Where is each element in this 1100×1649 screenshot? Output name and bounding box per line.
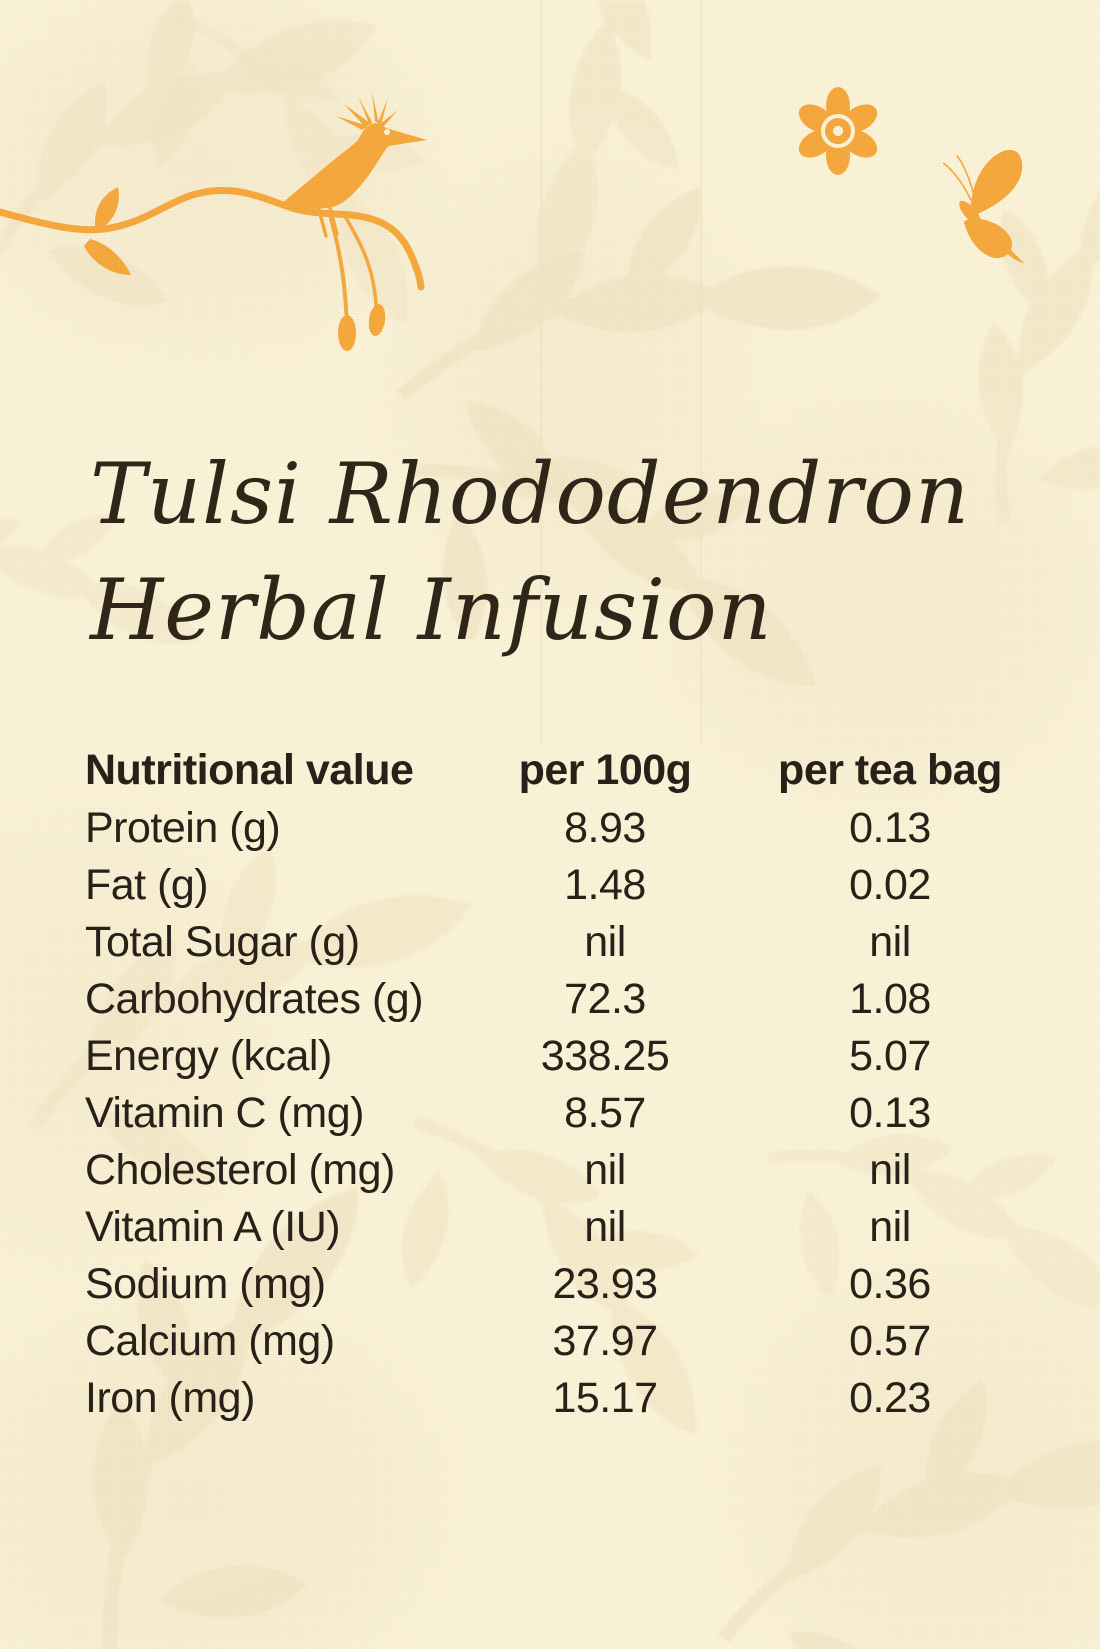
table-row: Iron (mg) 15.17 0.23 (85, 1370, 1065, 1427)
row-value-per-tea-bag: nil (869, 1146, 911, 1194)
column-header-per-100g: per 100g (518, 745, 692, 794)
table-row: Carbohydrates (g) 72.3 1.08 (85, 971, 1065, 1028)
row-label: Iron (mg) (85, 1374, 255, 1422)
row-value-per-100g: 37.97 (552, 1317, 658, 1365)
row-label: Energy (kcal) (85, 1032, 332, 1080)
row-value-per-tea-bag: 0.57 (849, 1317, 931, 1365)
table-row: Calcium (mg) 37.97 0.57 (85, 1313, 1065, 1370)
table-row: Energy (kcal) 338.25 5.07 (85, 1028, 1065, 1085)
row-value-per-tea-bag: 0.13 (849, 804, 931, 852)
row-value-per-tea-bag: nil (869, 918, 911, 966)
row-value-per-tea-bag: 0.02 (849, 861, 931, 909)
pattern-seam-line (540, 0, 542, 745)
row-value-per-100g: 8.93 (564, 804, 646, 852)
row-value-per-tea-bag: 1.08 (849, 975, 931, 1023)
row-value-per-100g: nil (584, 1203, 626, 1251)
row-value-per-tea-bag: nil (869, 1203, 911, 1251)
butterfly-icon (915, 150, 1040, 275)
row-value-per-100g: 15.17 (552, 1374, 658, 1422)
row-value-per-100g: 23.93 (552, 1260, 658, 1308)
row-label: Total Sugar (g) (85, 918, 360, 966)
hoopoe-bird-icon (0, 60, 440, 380)
row-label: Vitamin A (IU) (85, 1203, 341, 1251)
table-row: Fat (g) 1.48 0.02 (85, 857, 1065, 914)
row-value-per-100g: 8.57 (564, 1089, 646, 1137)
row-label: Vitamin C (mg) (85, 1089, 364, 1137)
row-label: Protein (g) (85, 804, 281, 852)
table-row: Vitamin C (mg) 8.57 0.13 (85, 1085, 1065, 1142)
row-label: Cholesterol (mg) (85, 1146, 395, 1194)
row-label: Carbohydrates (g) (85, 975, 424, 1023)
row-label: Calcium (mg) (85, 1317, 335, 1365)
row-value-per-100g: 1.48 (564, 861, 646, 909)
product-title-line2: Herbal Infusion (90, 561, 773, 659)
row-value-per-tea-bag: 0.23 (849, 1374, 931, 1422)
row-value-per-tea-bag: 5.07 (849, 1032, 931, 1080)
pattern-seam-line (700, 0, 702, 745)
product-title-line1: Tulsi Rhododendron (90, 445, 971, 543)
row-label: Sodium (mg) (85, 1260, 326, 1308)
column-header-nutritional-value: Nutritional value (85, 745, 414, 794)
row-value-per-100g: 72.3 (564, 975, 646, 1023)
table-row: Vitamin A (IU) nil nil (85, 1199, 1065, 1256)
table-row: Cholesterol (mg) nil nil (85, 1142, 1065, 1199)
product-title: Tulsi Rhododendron Herbal Infusion (90, 436, 970, 668)
table-row: Sodium (mg) 23.93 0.36 (85, 1256, 1065, 1313)
row-value-per-tea-bag: 0.13 (849, 1089, 931, 1137)
row-value-per-100g: nil (584, 1146, 626, 1194)
row-value-per-100g: 338.25 (540, 1032, 670, 1080)
flower-icon (793, 86, 883, 176)
column-header-per-tea-bag: per tea bag (778, 745, 1002, 794)
table-row: Protein (g) 8.93 0.13 (85, 800, 1065, 857)
nutrition-table-header: Nutritional value per 100g per tea bag (85, 740, 1065, 800)
row-label: Fat (g) (85, 861, 209, 909)
row-value-per-100g: nil (584, 918, 626, 966)
row-value-per-tea-bag: 0.36 (849, 1260, 931, 1308)
table-row: Total Sugar (g) nil nil (85, 914, 1065, 971)
nutrition-table: Nutritional value per 100g per tea bag P… (85, 740, 1065, 1427)
